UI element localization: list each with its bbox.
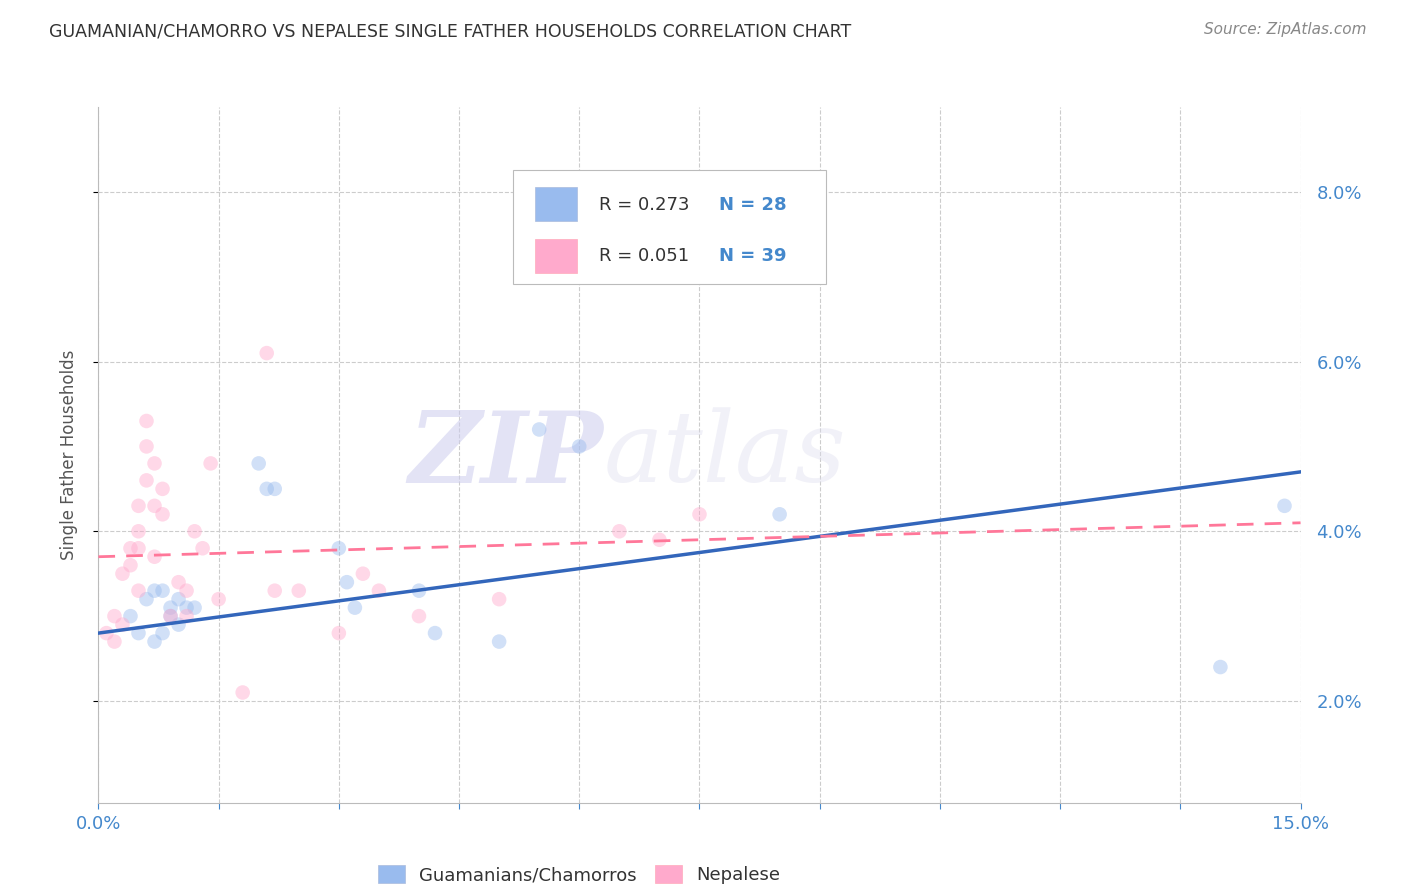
Point — [176, 609, 198, 624]
FancyBboxPatch shape — [534, 187, 576, 221]
Text: R = 0.051: R = 0.051 — [599, 247, 689, 265]
Point — [256, 482, 278, 496]
Text: N = 39: N = 39 — [718, 247, 786, 265]
Point — [1274, 499, 1296, 513]
Point — [176, 600, 198, 615]
Point — [152, 508, 174, 522]
Point — [247, 457, 270, 471]
Point — [167, 617, 190, 632]
Point — [167, 575, 190, 590]
Point — [263, 482, 285, 496]
Point — [143, 634, 166, 648]
Point — [352, 566, 374, 581]
Point — [143, 549, 166, 564]
Point — [328, 626, 350, 640]
Point — [256, 346, 278, 360]
Point — [648, 533, 671, 547]
FancyBboxPatch shape — [534, 238, 576, 273]
Point — [159, 609, 181, 624]
Text: ZIP: ZIP — [408, 407, 603, 503]
Point — [159, 600, 181, 615]
Point — [191, 541, 214, 556]
Text: GUAMANIAN/CHAMORRO VS NEPALESE SINGLE FATHER HOUSEHOLDS CORRELATION CHART: GUAMANIAN/CHAMORRO VS NEPALESE SINGLE FA… — [49, 22, 852, 40]
Y-axis label: Single Father Households: Single Father Households — [59, 350, 77, 560]
Point — [159, 609, 181, 624]
Point — [120, 541, 142, 556]
Point — [423, 626, 446, 640]
Point — [128, 524, 150, 539]
Point — [336, 575, 359, 590]
Legend: Guamanians/Chamorros, Nepalese: Guamanians/Chamorros, Nepalese — [378, 865, 780, 884]
Point — [183, 524, 205, 539]
Point — [343, 600, 366, 615]
FancyBboxPatch shape — [513, 169, 825, 285]
Text: atlas: atlas — [603, 408, 846, 502]
Point — [232, 685, 254, 699]
Point — [143, 457, 166, 471]
Point — [568, 439, 591, 453]
Point — [128, 499, 150, 513]
Text: Source: ZipAtlas.com: Source: ZipAtlas.com — [1204, 22, 1367, 37]
Point — [120, 609, 142, 624]
Point — [176, 583, 198, 598]
Point — [488, 634, 510, 648]
Point — [128, 541, 150, 556]
Point — [135, 474, 157, 488]
Point — [648, 252, 671, 267]
Point — [143, 499, 166, 513]
Text: R = 0.273: R = 0.273 — [599, 195, 689, 214]
Point — [103, 634, 125, 648]
Point — [128, 626, 150, 640]
Point — [135, 414, 157, 428]
Point — [368, 583, 391, 598]
Point — [769, 508, 792, 522]
Text: N = 28: N = 28 — [718, 195, 786, 214]
Point — [529, 422, 551, 436]
Point — [1209, 660, 1232, 674]
Point — [96, 626, 118, 640]
Point — [152, 482, 174, 496]
Point — [128, 583, 150, 598]
Point — [263, 583, 285, 598]
Point — [143, 583, 166, 598]
Point — [288, 583, 311, 598]
Point — [408, 609, 430, 624]
Point — [167, 592, 190, 607]
Point — [111, 617, 134, 632]
Point — [120, 558, 142, 573]
Point — [488, 592, 510, 607]
Point — [208, 592, 231, 607]
Point — [135, 592, 157, 607]
Point — [152, 583, 174, 598]
Point — [200, 457, 222, 471]
Point — [152, 626, 174, 640]
Point — [408, 583, 430, 598]
Point — [609, 524, 631, 539]
Point — [689, 508, 711, 522]
Point — [328, 541, 350, 556]
Point — [103, 609, 125, 624]
Point — [111, 566, 134, 581]
Point — [135, 439, 157, 453]
Point — [183, 600, 205, 615]
